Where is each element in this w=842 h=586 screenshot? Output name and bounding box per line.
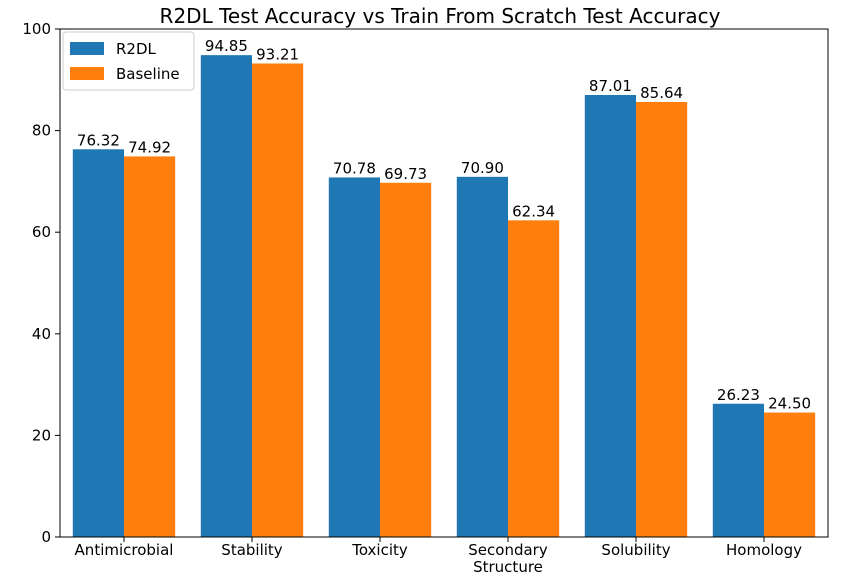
- value-label-baseline-1: 93.21: [256, 45, 299, 63]
- value-label-baseline-2: 69.73: [384, 165, 427, 183]
- value-label-baseline-4: 85.64: [640, 84, 683, 102]
- bar-r2dl-2: [328, 177, 380, 537]
- x-tick-label-5: Homology: [726, 541, 802, 559]
- legend-label-r2dl: R2DL: [116, 40, 157, 58]
- value-label-baseline-5: 24.50: [768, 395, 811, 413]
- bar-r2dl-1: [200, 55, 252, 538]
- bar-r2dl-0: [72, 149, 124, 537]
- value-label-r2dl-3: 70.90: [461, 159, 504, 177]
- value-label-baseline-0: 74.92: [128, 138, 171, 156]
- y-tick-label-1: 20: [32, 426, 51, 444]
- legend: R2DL Baseline: [62, 31, 195, 91]
- bar-r2dl-4: [584, 94, 636, 537]
- value-label-r2dl-5: 26.23: [717, 386, 760, 404]
- bar-baseline-3: [508, 220, 560, 537]
- bar-r2dl-5: [712, 403, 764, 537]
- legend-swatch-r2dl: [70, 42, 104, 55]
- y-tick-label-5: 100: [22, 20, 51, 38]
- y-tick-label-0: 0: [41, 528, 51, 546]
- value-label-r2dl-2: 70.78: [333, 159, 376, 177]
- value-label-r2dl-1: 94.85: [205, 37, 248, 55]
- bar-baseline-1: [252, 63, 304, 538]
- x-tick-label-3-0: Secondary: [468, 541, 548, 559]
- bar-r2dl-3: [456, 176, 508, 537]
- plot-frame: [59, 28, 829, 538]
- bar-baseline-2: [380, 182, 432, 537]
- y-tick-label-2: 40: [32, 325, 51, 343]
- x-tick-label-4: Solubility: [601, 541, 670, 559]
- x-tick-label-0: Antimicrobial: [75, 541, 174, 559]
- bar-baseline-5: [764, 412, 816, 537]
- y-tick-label-4: 80: [32, 122, 51, 140]
- x-tick-label-3-1: Structure: [473, 558, 543, 576]
- bar-baseline-0: [124, 156, 176, 537]
- bar-baseline-4: [636, 101, 688, 538]
- value-label-r2dl-4: 87.01: [589, 77, 632, 95]
- chart-title: R2DL Test Accuracy vs Train From Scratch…: [160, 4, 721, 28]
- x-tick-label-1: Stability: [221, 541, 283, 559]
- value-label-baseline-3: 62.34: [512, 202, 555, 220]
- legend-label-baseline: Baseline: [116, 65, 180, 83]
- legend-swatch-baseline: [70, 67, 104, 80]
- x-tick-label-2: Toxicity: [351, 541, 408, 559]
- value-label-r2dl-0: 76.32: [77, 131, 120, 149]
- plot-area: 76.32 94.85 70.78 70.90 87.01 26.23 74.92 93.21…: [22, 20, 829, 576]
- y-tick-label-3: 60: [32, 223, 51, 241]
